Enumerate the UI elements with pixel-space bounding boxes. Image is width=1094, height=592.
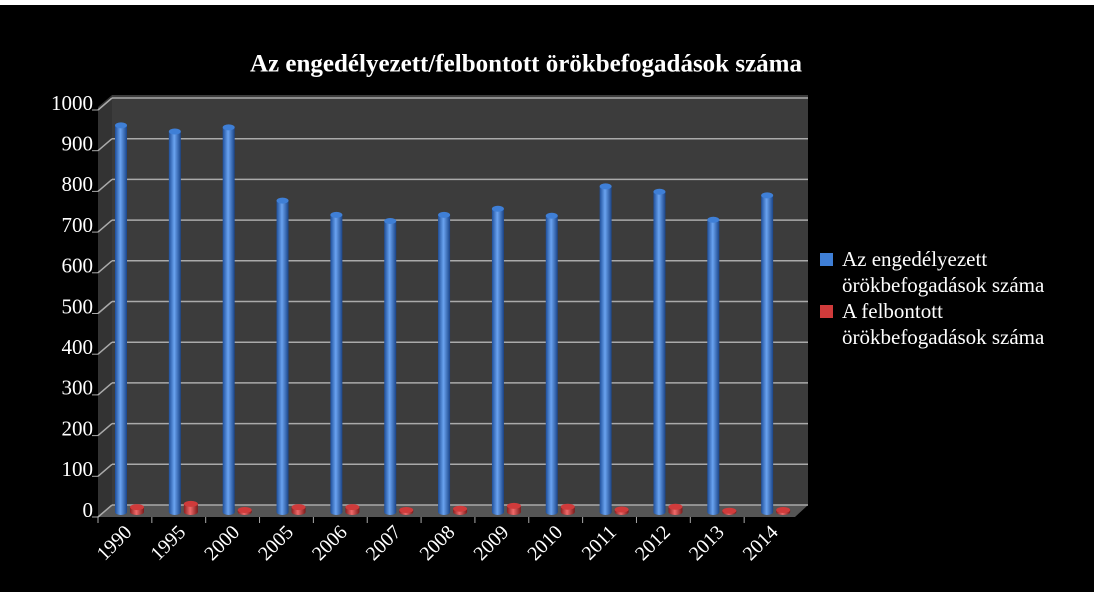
bar-base (761, 509, 774, 515)
bar (276, 200, 289, 512)
chart-title: Az engedélyezett/felbontott örökbefogadá… (250, 51, 802, 78)
bar (168, 131, 181, 512)
bar-cap (761, 192, 774, 199)
plot-wall (112, 95, 808, 505)
y-tick-label: 1000 (51, 91, 93, 115)
bar-base (276, 509, 289, 515)
bar-base (438, 509, 451, 515)
y-tick-label: 700 (62, 213, 94, 237)
grid-line-side (97, 260, 113, 274)
bar-base (115, 509, 127, 515)
bar (222, 127, 235, 512)
bar-base (491, 509, 504, 515)
bar-cap (276, 197, 289, 204)
bar-base (560, 509, 575, 515)
bar (506, 505, 521, 512)
grid-line-side (97, 178, 113, 192)
bar-base (707, 509, 720, 515)
grid-line-side (97, 300, 113, 315)
y-tick-label: 400 (62, 335, 94, 359)
bar-base (291, 509, 306, 515)
bar-base (130, 509, 144, 515)
bar-cap (668, 503, 683, 510)
legend-swatch (820, 305, 833, 318)
bar (115, 125, 127, 512)
bar (438, 214, 451, 512)
bar-base (545, 509, 558, 515)
bar (653, 191, 666, 513)
bar (384, 220, 397, 512)
plot-floor (98, 505, 808, 517)
y-tick-label: 100 (62, 457, 94, 481)
bar-cap (130, 504, 144, 511)
grid-line-side (97, 382, 113, 396)
y-tick-label: 200 (62, 416, 94, 440)
bar-base (384, 509, 397, 515)
legend: Az engedélyezett örökbefogadások száma A … (820, 246, 1090, 350)
bar-base (168, 509, 181, 515)
bar-cap (722, 507, 737, 514)
grid-line-side (97, 463, 113, 477)
bar-cap (599, 183, 612, 190)
bar-cap (560, 503, 575, 510)
bar-cap (384, 217, 397, 224)
bar-base (222, 509, 235, 515)
bar-cap (183, 500, 198, 507)
y-tick-label: 800 (62, 172, 94, 196)
y-tick-label: 0 (83, 498, 94, 522)
bar-cap (237, 506, 252, 513)
y-tick-label: 600 (62, 254, 94, 278)
bar (545, 215, 558, 513)
bar (707, 219, 720, 513)
grid-line-side (97, 341, 113, 355)
bar (599, 186, 612, 512)
bar-base (330, 509, 343, 515)
bar-cap (168, 128, 181, 135)
legend-swatch (820, 253, 833, 266)
bar-base (653, 509, 666, 515)
bar (183, 503, 198, 512)
y-tick-label: 500 (62, 294, 94, 318)
legend-label: Az engedélyezett örökbefogadások száma (842, 247, 1045, 297)
bar-cap (438, 211, 451, 218)
bar-cap (453, 505, 468, 512)
y-tick-label: 300 (62, 376, 94, 400)
bar-base (183, 509, 198, 515)
bar-cap (653, 188, 666, 195)
bar-cap (545, 212, 558, 219)
bar (491, 208, 504, 512)
grid-line-side (97, 138, 113, 152)
legend-item: Az engedélyezett örökbefogadások száma (820, 246, 1090, 298)
bar-cap (345, 504, 360, 511)
bar-cap (330, 211, 343, 218)
bar-cap (222, 124, 235, 131)
bar-base (506, 509, 521, 515)
bar-cap (776, 506, 791, 513)
legend-label: A felbontott örökbefogadások száma (842, 299, 1045, 349)
bar-cap (291, 504, 306, 511)
bar-base (599, 509, 612, 515)
bar-cap (115, 122, 127, 129)
bar-cap (707, 216, 720, 223)
grid-line-side (97, 504, 113, 518)
bar (761, 195, 774, 512)
bar-base (345, 509, 360, 515)
bar-cap (614, 506, 629, 513)
grid-line-side (97, 219, 113, 233)
grid-line-side (97, 423, 113, 437)
bar-cap (506, 502, 521, 509)
y-tick-label: 900 (62, 132, 94, 156)
bar-cap (491, 205, 504, 212)
bar (330, 214, 343, 512)
grid-line-side (97, 97, 113, 111)
legend-item: A felbontott örökbefogadások száma (820, 298, 1090, 350)
bar-cap (399, 506, 414, 513)
side-wall (98, 95, 112, 517)
bar-base (668, 509, 683, 515)
